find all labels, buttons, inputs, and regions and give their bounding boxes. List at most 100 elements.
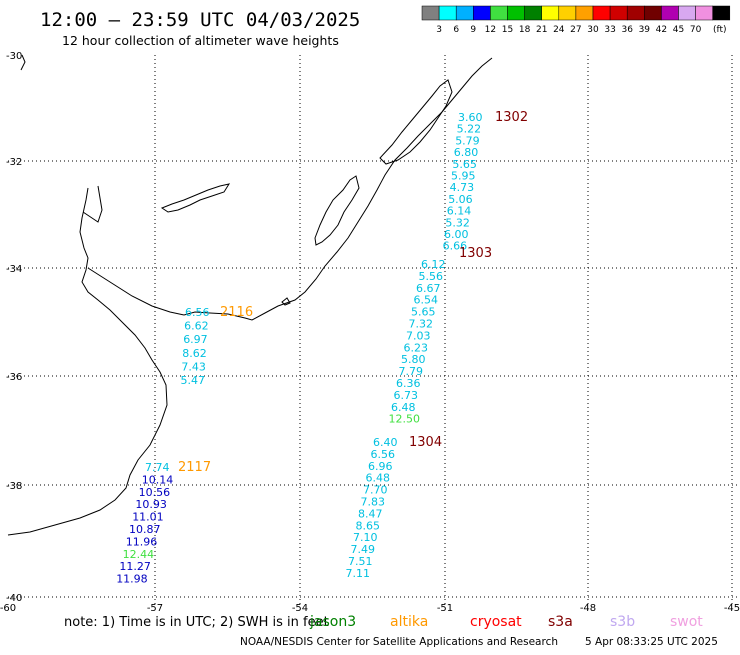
x-tick-label: -45 <box>724 603 740 614</box>
wave-height-label: 8.65 <box>356 519 381 532</box>
coastline-northwest-fragment <box>20 54 26 71</box>
wave-height-label: 7.74 <box>145 461 170 474</box>
wave-height-label: 6.67 <box>416 282 441 295</box>
wave-height-label: 12.44 <box>123 548 155 561</box>
wave-height-label: 10.56 <box>139 486 171 499</box>
wave-height-label: 11.98 <box>116 573 148 586</box>
legend-label: 27 <box>570 25 581 35</box>
legend-swatch <box>438 5 457 21</box>
wave-height-label: 5.79 <box>455 134 480 147</box>
wave-height-label: 5.22 <box>457 123 482 136</box>
wave-height-label: 11.01 <box>132 511 164 524</box>
legend-swatch <box>558 5 577 21</box>
wave-height-label: 7.70 <box>363 484 388 497</box>
legend-swatch <box>541 5 560 21</box>
wave-height-label: 6.36 <box>396 377 421 390</box>
wave-height-label: 5.65 <box>452 158 477 171</box>
coastline-inlet <box>160 183 231 213</box>
legend-swatch <box>592 5 611 21</box>
legend-swatch <box>644 5 662 21</box>
wave-height-label: 6.56 <box>185 306 210 319</box>
wave-height-label: 7.03 <box>406 329 431 342</box>
legend-swatch <box>678 5 696 21</box>
legend-swatch <box>421 5 440 21</box>
wave-height-label: 12.50 <box>389 413 421 426</box>
track-id-label: 1302 <box>495 110 528 125</box>
satellite-name: cryosat <box>470 614 522 630</box>
legend-label: 36 <box>621 25 633 35</box>
wave-height-label: 6.97 <box>183 333 208 346</box>
wave-height-label: 3.60 <box>458 111 483 124</box>
wave-height-label: 11.96 <box>126 535 158 548</box>
legend-swatch <box>524 5 542 21</box>
satellite-name: s3b <box>610 614 635 630</box>
wave-height-label: 6.54 <box>414 294 439 307</box>
wave-height-label: 6.73 <box>394 389 419 402</box>
track-id-label: 1304 <box>409 435 442 450</box>
track-id-label: 1303 <box>459 246 492 261</box>
satellite-legend: jason3 altika cryosat s3a s3b swot <box>309 614 703 630</box>
footer-credit: NOAA/NESDIS Center for Satellite Applica… <box>240 636 558 648</box>
satellite-name: swot <box>670 614 703 630</box>
wave-height-label: 5.56 <box>419 270 444 283</box>
coastline-lagoon-north <box>379 79 453 165</box>
x-tick-label: -48 <box>580 603 596 614</box>
wave-height-label: 10.14 <box>142 473 174 486</box>
wave-height-label: 5.80 <box>401 353 426 366</box>
legend-label: 39 <box>639 25 651 35</box>
wave-height-label: 6.40 <box>373 436 398 449</box>
wave-height-label: 4.73 <box>450 181 475 194</box>
wave-height-label: 10.93 <box>135 498 167 511</box>
wave-height-label: 7.10 <box>353 531 378 544</box>
wave-height-label: 6.00 <box>444 228 469 241</box>
legend-swatch <box>455 5 474 21</box>
legend-swatch <box>695 5 713 21</box>
track-id-label: 2116 <box>220 305 253 320</box>
legend-unit: (ft) <box>713 25 727 35</box>
axis-labels: -30 -32 -34 -36 -38 -40-60 -57 -54 -51 -48 -45 <box>0 51 740 614</box>
altimeter-tracks: 3.605.225.796.805.655.954.735.066.145.32… <box>116 110 528 586</box>
y-tick-label: -34 <box>6 264 22 275</box>
y-tick-label: -30 <box>6 51 22 62</box>
x-tick-label: -60 <box>0 603 16 614</box>
satellite-name: altika <box>390 614 428 630</box>
wave-height-label: 7.51 <box>348 555 373 568</box>
legend-swatch <box>712 5 731 21</box>
legend-label: 45 <box>673 25 684 35</box>
x-tick-label: -54 <box>292 603 308 614</box>
coastline <box>7 54 493 536</box>
coastline-main <box>7 57 493 536</box>
wave-height-label: 10.87 <box>129 523 161 536</box>
coastline-lagoon <box>314 175 360 246</box>
coastline-island <box>281 297 291 306</box>
x-tick-label: -57 <box>147 603 163 614</box>
color-legend: 3 6 9 12 15 18 21 24 27 30 33 36 39 42 45 70 <box>421 5 731 35</box>
legend-label: 42 <box>656 25 667 35</box>
wave-height-label: 5.95 <box>451 170 476 183</box>
wave-height-label: 5.65 <box>411 306 436 319</box>
wave-height-label: 6.56 <box>371 448 396 461</box>
wave-height-label: 5.47 <box>181 374 206 387</box>
wave-height-label: 5.06 <box>448 193 473 206</box>
y-tick-label: -32 <box>6 157 22 168</box>
wave-height-label: 7.43 <box>181 360 206 373</box>
y-tick-label: -38 <box>6 481 22 492</box>
wave-height-label: 6.96 <box>368 460 393 473</box>
legend-label: 3 <box>436 25 442 35</box>
coastline-ridge <box>87 267 185 316</box>
wave-height-label: 7.83 <box>361 496 386 509</box>
wave-height-label: 6.66 <box>443 240 468 253</box>
legend-label: 30 <box>587 25 599 35</box>
wave-height-label: 7.11 <box>346 567 371 580</box>
legend-label: 9 <box>470 25 476 35</box>
legend-swatch <box>473 5 491 21</box>
wave-height-label: 7.79 <box>399 365 424 378</box>
x-tick-label: -51 <box>437 603 453 614</box>
legend-label: 18 <box>519 25 531 35</box>
y-tick-label: -40 <box>6 593 22 604</box>
map-subtitle: 12 hour collection of altimeter wave hei… <box>62 33 339 48</box>
legend-swatch <box>507 5 525 21</box>
wave-height-label: 6.62 <box>184 320 209 333</box>
